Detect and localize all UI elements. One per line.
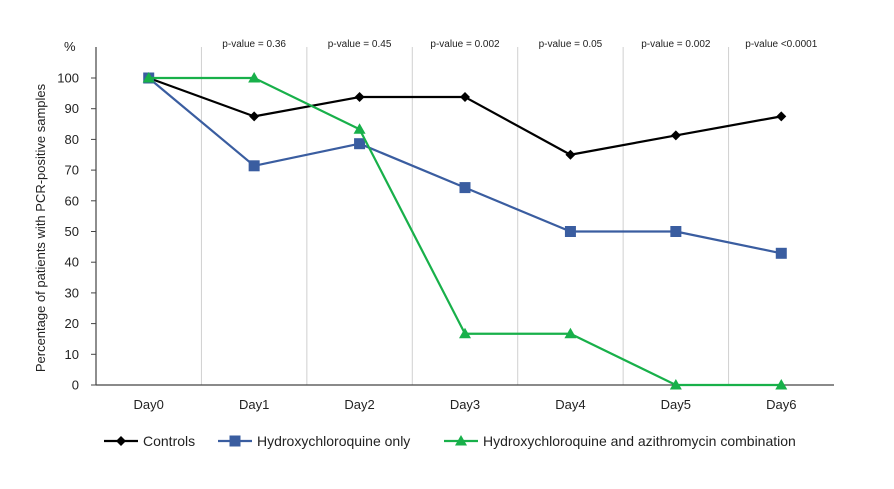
data-point-triangle [142,72,155,83]
data-point-square [354,138,366,150]
y-tick-label: 0 [72,378,79,393]
legend-marker-diamond [116,436,126,446]
data-point-triangle [248,72,261,83]
y-tick-label: 90 [65,101,79,116]
p-value-label: p-value = 0.05 [539,39,603,50]
x-tick-label: Day0 [134,397,164,412]
series-line-2 [148,77,782,255]
x-tick-label: Day5 [661,397,691,412]
data-point-triangle [459,327,471,339]
y-tick-label: 20 [65,316,79,331]
data-point-square [564,226,576,237]
y-tick-label: 60 [65,193,79,208]
data-point-diamond [565,149,576,160]
y-tick-label: 10 [65,347,79,362]
axes: 0 10 20 30 40 50 60 70 80 90 100% Percentage of pat… [33,39,834,412]
data-point-triangle [564,327,577,339]
p-value-label: p-value = 0.45 [328,39,392,50]
p-value-label: p-value <0.0001 [745,39,817,50]
y-tick-label: 50 [65,224,79,239]
data-point-diamond [460,92,470,103]
data-point-diamond [670,130,681,141]
y-tick-label: 30 [65,285,79,300]
data-point-triangle [353,123,366,134]
legend-marker-square [229,435,241,447]
p-value-labels: p-value = 0.36 p-value = 0.45 p-value = 0.… [222,39,817,50]
x-tick-label: Day3 [450,397,480,412]
data-point-diamond [354,92,365,103]
p-value-label: p-value = 0.002 [430,39,500,50]
y-tick-label: 100 [57,71,79,86]
legend: Controls Hydroxychloroquine only Hydroxych… [104,433,796,449]
y-tick-label: 70 [65,163,79,178]
y-tick-label: 80 [65,132,79,147]
legend-label: Hydroxychloroquine and azithromycin comb… [483,433,796,449]
p-value-label: p-value = 0.002 [641,39,711,50]
x-tick-label: Day6 [766,397,796,412]
data-point-square [248,160,260,172]
legend-label: Hydroxychloroquine only [257,433,410,449]
legend-marker-triangle [455,435,467,446]
data-point-square [775,247,787,259]
p-value-label: p-value = 0.36 [222,39,286,50]
data-point-diamond [776,111,787,122]
legend-label: Controls [143,433,195,449]
y-tick-label: 40 [65,255,79,270]
data-point-diamond [249,111,260,122]
series-lines [142,72,788,390]
x-tick-label: Day2 [344,397,374,412]
data-point-triangle [669,379,682,390]
data-point-square [459,182,471,194]
x-tick-label: Day1 [239,397,269,412]
series-line-1 [148,76,782,156]
y-axis-title: Percentage of patients with PCR-positive… [33,83,48,372]
x-tick-label: Day4 [555,397,585,412]
data-point-square [670,226,682,237]
data-point-triangle [775,379,788,390]
y-unit-label: % [64,39,76,54]
series-line-3 [148,76,782,387]
